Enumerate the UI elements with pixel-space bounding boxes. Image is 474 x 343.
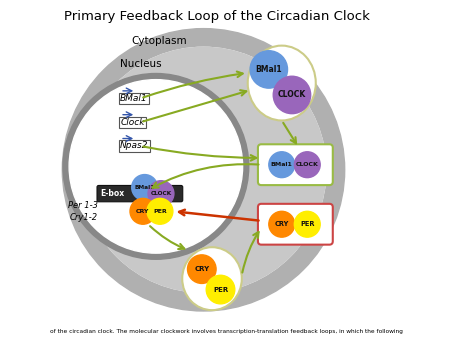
- FancyBboxPatch shape: [97, 186, 183, 202]
- Circle shape: [294, 211, 320, 237]
- Text: BMal1: BMal1: [255, 65, 282, 74]
- Ellipse shape: [182, 247, 242, 310]
- Circle shape: [294, 152, 320, 178]
- Circle shape: [62, 28, 345, 311]
- Text: BMal1: BMal1: [120, 94, 148, 103]
- Text: CLOCK: CLOCK: [278, 91, 306, 99]
- Text: CRY: CRY: [136, 209, 150, 214]
- Circle shape: [147, 198, 173, 224]
- Text: BMal1: BMal1: [271, 162, 292, 167]
- Text: Nucleus: Nucleus: [120, 59, 161, 69]
- Text: Primary Feedback Loop of the Circadian Clock: Primary Feedback Loop of the Circadian C…: [64, 10, 370, 23]
- Text: CLOCK: CLOCK: [150, 191, 172, 196]
- FancyBboxPatch shape: [258, 144, 333, 185]
- Text: PER: PER: [213, 286, 228, 293]
- Circle shape: [148, 181, 174, 206]
- Circle shape: [206, 275, 235, 304]
- Text: BMal1: BMal1: [135, 185, 155, 190]
- Circle shape: [269, 211, 295, 237]
- Text: Cry1-2: Cry1-2: [70, 213, 98, 222]
- Circle shape: [188, 255, 216, 283]
- Circle shape: [81, 47, 326, 292]
- Text: PER: PER: [153, 209, 167, 214]
- Circle shape: [250, 51, 288, 88]
- FancyBboxPatch shape: [258, 204, 333, 245]
- Circle shape: [69, 80, 243, 253]
- Text: Npas2: Npas2: [120, 141, 149, 151]
- Circle shape: [269, 152, 295, 178]
- Text: of the circadian clock. The molecular clockwork involves transcription-translati: of the circadian clock. The molecular cl…: [50, 329, 403, 334]
- Circle shape: [63, 73, 249, 259]
- Text: Clock: Clock: [120, 118, 145, 127]
- Circle shape: [273, 76, 310, 114]
- Text: CLOCK: CLOCK: [296, 162, 319, 167]
- Text: E-box: E-box: [100, 189, 125, 198]
- Text: Per 1-3: Per 1-3: [68, 201, 98, 210]
- Circle shape: [132, 175, 157, 200]
- Text: PER: PER: [300, 221, 315, 227]
- Circle shape: [130, 198, 156, 224]
- Circle shape: [81, 47, 326, 292]
- Text: CRY: CRY: [194, 266, 210, 272]
- Text: CRY: CRY: [274, 221, 289, 227]
- Ellipse shape: [248, 46, 316, 120]
- Text: Cytoplasm: Cytoplasm: [131, 36, 187, 46]
